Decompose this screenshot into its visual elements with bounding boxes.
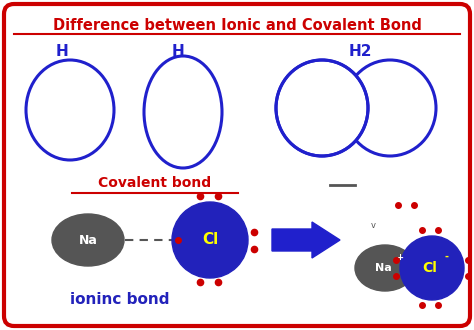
Text: H: H	[55, 44, 68, 59]
Ellipse shape	[52, 214, 124, 266]
Text: Cl: Cl	[202, 233, 218, 248]
Text: H2: H2	[348, 44, 372, 59]
Ellipse shape	[276, 60, 368, 156]
Circle shape	[400, 236, 464, 300]
FancyBboxPatch shape	[4, 4, 470, 326]
FancyArrow shape	[272, 222, 340, 258]
Text: Na: Na	[79, 234, 98, 247]
Text: +: +	[396, 252, 403, 261]
Text: -: -	[445, 252, 449, 262]
Text: Covalent bond: Covalent bond	[99, 176, 211, 190]
Text: Cl: Cl	[422, 261, 438, 275]
Ellipse shape	[355, 245, 415, 291]
Text: ioninc bond: ioninc bond	[70, 292, 170, 308]
Text: H: H	[172, 44, 184, 59]
Text: Na: Na	[374, 263, 392, 273]
Text: Difference between Ionic and Covalent Bond: Difference between Ionic and Covalent Bo…	[53, 18, 421, 33]
Text: v: v	[371, 221, 375, 230]
Circle shape	[172, 202, 248, 278]
